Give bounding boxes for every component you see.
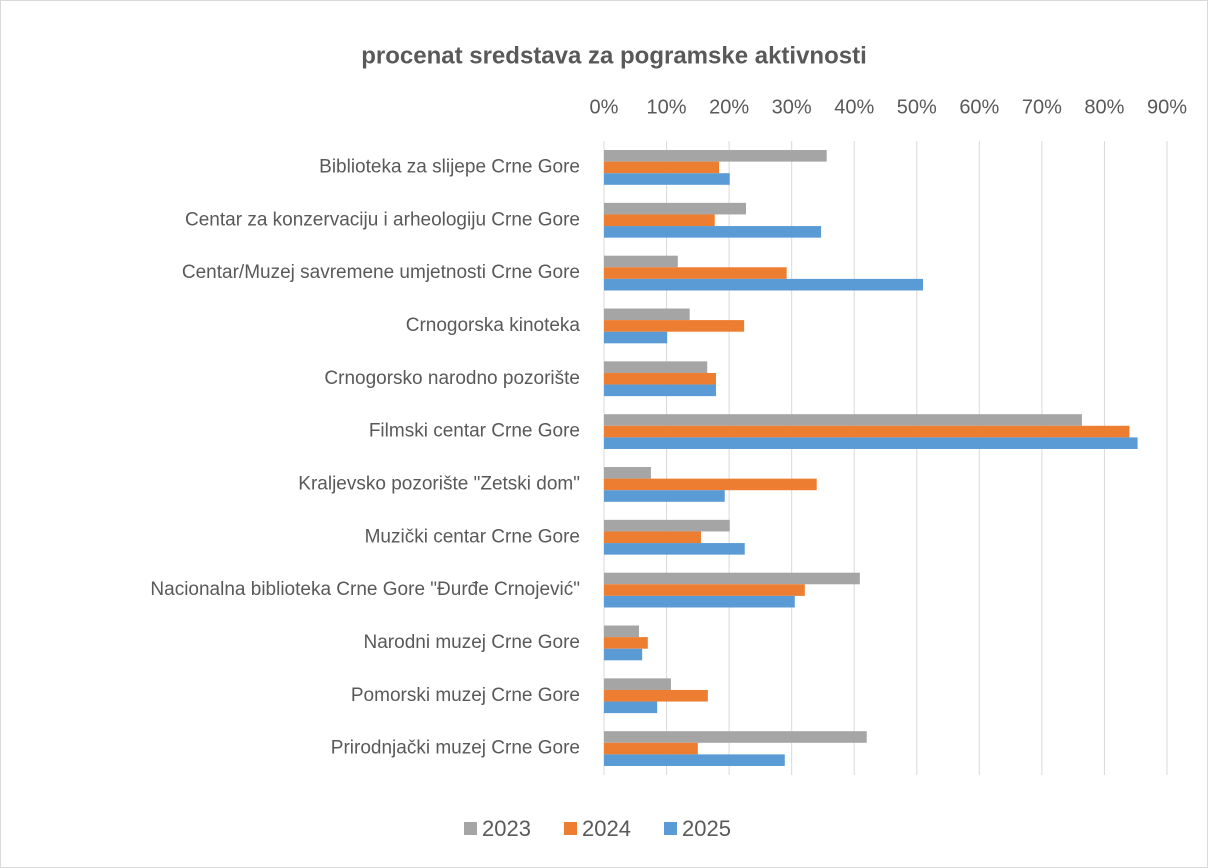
bar [604,437,1138,449]
category-label: Prirodnjački muzej Crne Gore [331,738,580,759]
category-label: Nacionalna biblioteka Crne Gore "Đurđe C… [150,579,580,600]
x-tick-label: 0% [590,96,619,118]
legend-label: 2023 [482,816,531,841]
bar [604,161,720,174]
bar [604,478,817,491]
x-tick-label: 80% [1084,96,1124,118]
bar [604,689,708,702]
bar [604,584,805,596]
x-tick-label: 30% [772,96,812,118]
legend-label: 2025 [682,816,731,841]
bar [604,173,730,185]
bar [604,414,1082,426]
bar [604,308,690,321]
category-label: Kraljevsko pozorište "Zetski dom" [298,473,580,494]
chart-title: procenat sredstava za pogramske aktivnos… [361,42,867,69]
bar [604,754,785,766]
x-tick-label: 70% [1022,96,1062,118]
bar [604,255,678,268]
bar [604,731,867,743]
x-tick-label: 10% [647,96,687,118]
bar [604,202,747,215]
bar [604,425,1130,438]
bar [604,519,730,532]
category-label: Pomorski muzej Crne Gore [351,685,580,706]
bar [604,384,716,397]
bar [604,372,716,385]
legend-swatch [464,822,477,835]
category-label: Biblioteka za slijepe Crne Gore [319,156,580,177]
bar [604,150,827,162]
x-tick-label: 40% [834,96,874,118]
bar [604,467,651,479]
category-label: Muzički centar Crne Gore [365,526,580,547]
x-tick-label: 50% [897,96,937,118]
legend-swatch [664,822,677,835]
bar [604,637,648,649]
bar [604,331,668,344]
legend-swatch [564,822,577,835]
category-label: Narodni muzej Crne Gore [364,632,580,653]
x-tick-label: 20% [709,96,749,118]
bar [604,226,822,238]
bar [604,490,725,502]
bar [604,625,640,638]
bar [604,595,795,608]
bar [604,572,860,585]
category-label: Crnogorska kinoteka [406,315,581,336]
category-label: Centar/Muzej savremene umjetnosti Crne G… [182,262,580,283]
bar [604,678,671,690]
category-label: Filmski centar Crne Gore [369,421,580,442]
bar [604,543,745,555]
bar [604,531,701,544]
bar [604,278,924,291]
bar [604,267,787,279]
bar [604,214,715,227]
bar [604,742,698,755]
bar [604,361,708,373]
legend-label: 2024 [582,816,631,841]
bar [604,320,745,332]
category-label: Crnogorsko narodno pozorište [324,368,580,389]
category-label: Centar za konzervaciju i arheologiju Crn… [185,209,580,230]
bar [604,701,658,714]
bar [604,648,643,661]
x-tick-label: 90% [1147,96,1187,118]
x-tick-label: 60% [959,96,999,118]
